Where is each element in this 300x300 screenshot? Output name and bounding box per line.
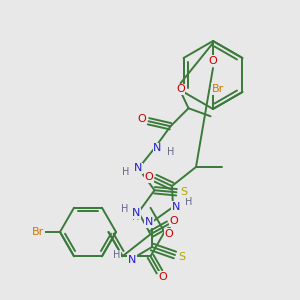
Text: N: N: [172, 202, 180, 212]
Text: N: N: [132, 208, 141, 218]
Text: H: H: [122, 167, 129, 177]
Text: N: N: [134, 163, 143, 173]
Text: O: O: [164, 229, 173, 239]
Text: O: O: [158, 272, 167, 282]
Text: S: S: [178, 252, 186, 262]
Text: O: O: [169, 216, 178, 226]
Text: H: H: [121, 204, 128, 214]
Text: H: H: [185, 197, 193, 207]
Text: O: O: [176, 84, 185, 94]
Text: Br: Br: [212, 84, 224, 94]
Text: H: H: [167, 147, 174, 157]
Text: O: O: [208, 56, 217, 66]
Text: Br: Br: [32, 227, 44, 237]
Text: N: N: [145, 217, 153, 227]
Text: O: O: [137, 114, 146, 124]
Text: N: N: [128, 255, 136, 265]
Text: H: H: [113, 250, 121, 260]
Text: H: H: [132, 212, 140, 222]
Text: N: N: [153, 143, 162, 153]
Text: O: O: [145, 172, 153, 182]
Text: S: S: [180, 187, 187, 197]
